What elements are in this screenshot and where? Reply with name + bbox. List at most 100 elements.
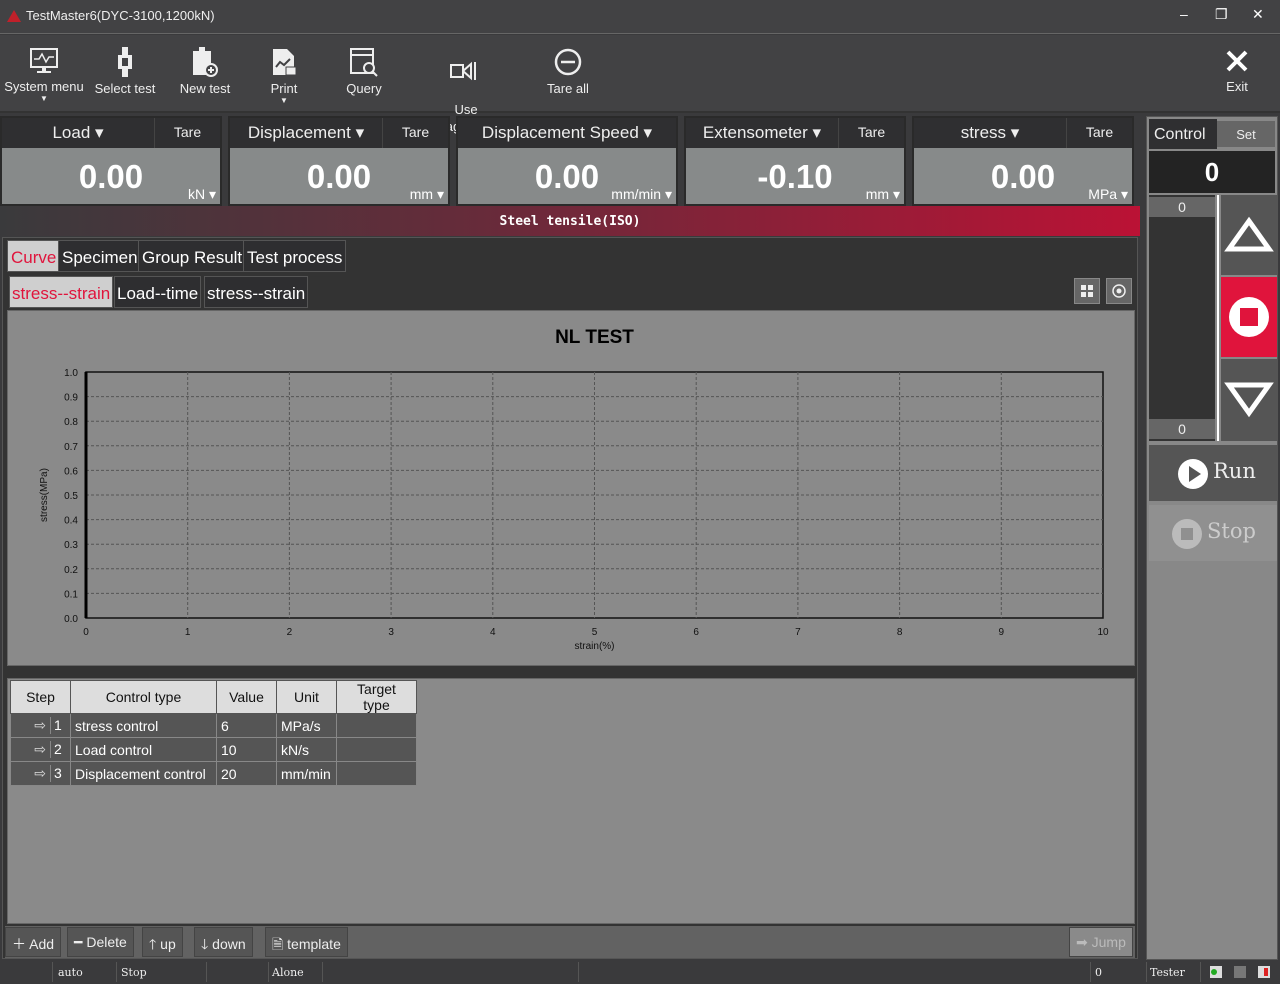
meter-name-dropdown[interactable]: Displacement ▾ — [247, 123, 365, 142]
subtab-stress-strain[interactable]: stress--strain — [9, 276, 114, 308]
table-cell[interactable]: stress control — [70, 713, 217, 738]
move-down-button[interactable] — [1221, 359, 1277, 441]
meter-value: 0.00 — [78, 158, 144, 195]
x-tick-label: 10 — [1097, 627, 1109, 638]
new-test-button[interactable]: New test — [174, 35, 236, 113]
system-menu-label: System menu — [4, 79, 84, 94]
document-icon: 🗎 — [272, 936, 284, 952]
jump-button[interactable]: ➡ Jump — [1069, 927, 1133, 957]
tare-button[interactable]: Tare — [838, 118, 904, 148]
x-tick-label: 9 — [999, 627, 1005, 638]
query-label: Query — [346, 81, 382, 96]
table-cell[interactable]: kN/s — [276, 737, 337, 762]
tare-button[interactable]: Tare — [382, 118, 448, 148]
unit-label: mm/min — [611, 186, 662, 202]
meter-name: Load — [52, 123, 91, 142]
target-settings-button[interactable] — [1106, 278, 1132, 304]
meter-name-dropdown[interactable]: stress ▾ — [960, 123, 1020, 142]
y-axis-label: stress(MPa) — [39, 468, 50, 522]
up-button[interactable]: 🡑 up — [142, 927, 183, 957]
x-tick-label: 0 — [83, 627, 89, 638]
template-button[interactable]: 🗎 template — [265, 927, 348, 957]
meter-load: Load ▾ Tare 0.00 kN ▾ — [0, 116, 222, 206]
restore-button[interactable]: ❐ — [1215, 6, 1228, 22]
unit-label: mm — [409, 186, 434, 202]
monitor-chart-icon — [30, 48, 58, 73]
move-up-button[interactable] — [1221, 195, 1277, 275]
table-cell[interactable]: ⇨ 1 — [10, 713, 71, 738]
table-cell[interactable]: mm/min — [276, 761, 337, 786]
table-row[interactable]: ⇨ 2 Load control 10 kN/s — [10, 737, 417, 762]
step-number: 1 — [54, 717, 62, 733]
delete-button[interactable]: ━ Delete — [67, 927, 134, 957]
status-user: Tester — [1150, 966, 1185, 979]
exit-button[interactable]: Exit — [1218, 35, 1256, 113]
table-cell[interactable] — [336, 761, 417, 786]
table-cell[interactable] — [336, 713, 417, 738]
test-method-banner: Steel tensile(ISO) — [0, 206, 1140, 236]
stop-motion-button[interactable] — [1221, 277, 1277, 357]
table-cell[interactable]: ⇨ 2 — [10, 737, 71, 762]
unit-dropdown[interactable]: kN ▾ — [187, 186, 216, 202]
down-button[interactable]: 🡓 down — [194, 927, 253, 957]
table-cell[interactable]: Load control — [70, 737, 217, 762]
x-tick-label: 8 — [897, 627, 903, 638]
table-cell[interactable] — [336, 737, 417, 762]
meter-extensometer: Extensometer ▾ Tare -0.10 mm ▾ — [684, 116, 906, 206]
x-tick-label: 3 — [388, 627, 394, 638]
y-tick-label: 0.7 — [64, 442, 78, 453]
tab-curve[interactable]: Curve — [7, 240, 61, 272]
tare-button[interactable]: Tare — [154, 118, 220, 148]
layout-grid-button[interactable] — [1074, 278, 1100, 304]
run-button[interactable]: Run — [1149, 445, 1277, 501]
unit-dropdown[interactable]: mm/min ▾ — [611, 186, 672, 202]
subtab-load-time[interactable]: Load--time — [114, 276, 202, 308]
arrow-right-icon: ➡ — [1076, 934, 1088, 950]
target-icon — [1112, 284, 1126, 298]
meter-name-dropdown[interactable]: Displacement Speed ▾ — [481, 123, 653, 142]
y-tick-label: 0.9 — [64, 393, 78, 404]
tare-button[interactable]: Tare — [1066, 118, 1132, 148]
table-cell[interactable]: 20 — [216, 761, 277, 786]
unit-dropdown[interactable]: mm ▾ — [409, 186, 444, 202]
table-cell[interactable]: 10 — [216, 737, 277, 762]
run-label: Run — [1213, 459, 1256, 483]
table-cell[interactable]: MPa/s — [276, 713, 337, 738]
x-axis-label: strain(%) — [574, 641, 614, 652]
unit-dropdown[interactable]: mm ▾ — [865, 186, 900, 202]
select-test-button[interactable]: Select test — [92, 35, 158, 113]
template-label: template — [287, 936, 341, 952]
system-menu-button[interactable]: System menu ▼ — [4, 35, 84, 113]
stress-strain-chart: 0 1 2 3 4 5 6 7 8 9 10 0.0 0.1 0.2 0.3 0.4 0.5 0.6 0.7 0.8 0… — [39, 327, 1109, 652]
unit-dropdown[interactable]: MPa ▾ — [1088, 186, 1128, 202]
table-cell[interactable]: 6 — [216, 713, 277, 738]
print-button[interactable]: Print ▼ — [262, 35, 306, 113]
tab-test-process[interactable]: Test process — [243, 240, 347, 272]
query-button[interactable]: Query — [340, 35, 388, 113]
meter-displacement: Displacement ▾ Tare 0.00 mm ▾ — [228, 116, 450, 206]
add-button[interactable]: ＋ Add — [5, 927, 62, 957]
use-average-deform-button[interactable]: Use average deform — [414, 35, 518, 134]
meter-name-dropdown[interactable]: Load ▾ — [52, 123, 104, 142]
subtab-stress-strain-2[interactable]: stress--strain — [204, 276, 309, 308]
status-mode: auto — [58, 966, 83, 979]
print-document-icon — [273, 49, 297, 76]
tare-all-button[interactable]: Tare all — [540, 35, 596, 113]
table-cell[interactable]: ⇨ 3 — [10, 761, 71, 786]
meter-name-dropdown[interactable]: Extensometer ▾ — [702, 123, 822, 142]
meter-value: 0.00 — [306, 158, 372, 195]
tab-group-result[interactable]: Group Result — [138, 240, 247, 272]
tare-all-label: Tare all — [547, 81, 589, 96]
close-window-button[interactable]: ✕ — [1252, 6, 1264, 22]
minimize-button[interactable]: ‒ — [1180, 6, 1188, 22]
table-cell[interactable]: Displacement control — [70, 761, 217, 786]
table-row[interactable]: ⇨ 1 stress control 6 MPa/s — [10, 713, 417, 738]
stop-button[interactable]: Stop — [1149, 505, 1277, 561]
up-label: up — [160, 936, 176, 952]
step-number: 2 — [54, 741, 62, 757]
set-button[interactable]: Set — [1217, 121, 1275, 147]
select-test-label: Select test — [94, 81, 156, 96]
step-arrow-icon: ⇨ — [11, 741, 51, 758]
table-row[interactable]: ⇨ 3 Displacement control 20 mm/min — [10, 761, 417, 786]
tab-specimen[interactable]: Specimen — [58, 240, 142, 272]
